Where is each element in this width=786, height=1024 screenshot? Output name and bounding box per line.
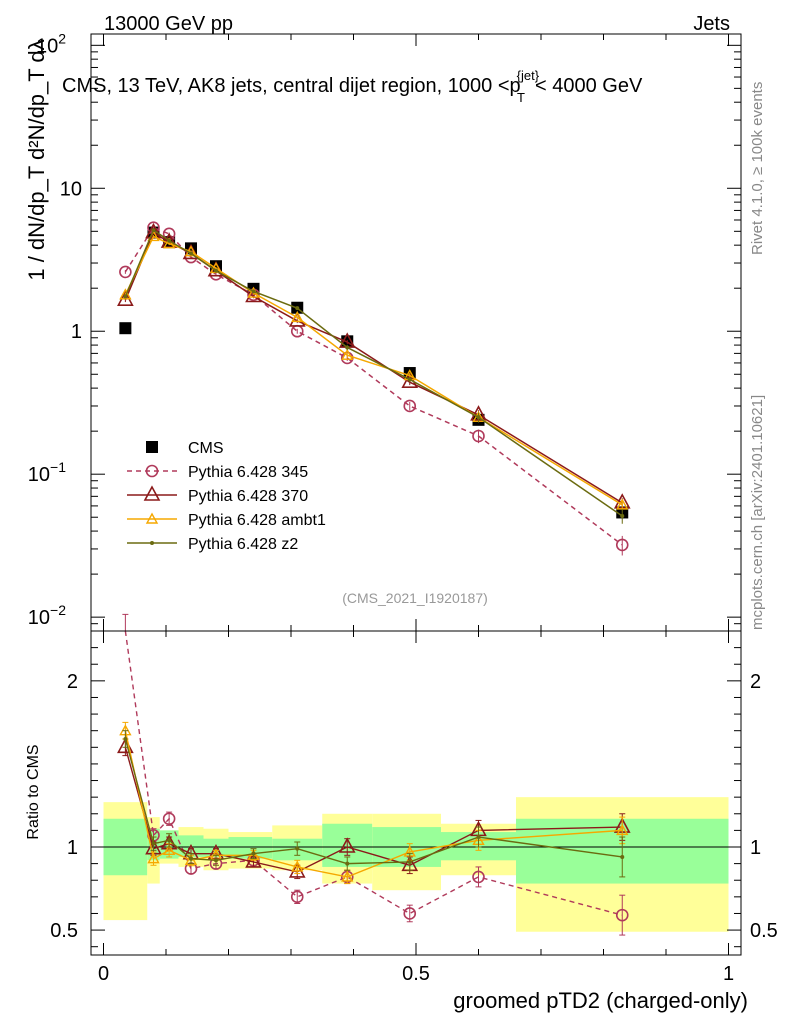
series-4-point: [345, 345, 350, 350]
analysis-id-label: (CMS_2021_I1920187): [342, 590, 488, 606]
series-4-point: [123, 294, 128, 299]
series-3-point: [291, 310, 304, 323]
legend-label-1: Pythia 6.428 345: [188, 464, 308, 481]
ratio-series-4-point: [151, 841, 156, 846]
chart-title: CMS, 13 TeV, AK8 jets, central dijet reg…: [62, 68, 643, 105]
ratio-series-4-point: [295, 846, 300, 851]
y-tick-label-main: 10−1: [28, 459, 66, 486]
ratio-series-3-point: [162, 843, 176, 856]
series-4-point: [151, 228, 156, 233]
legend-marker-2: [143, 485, 161, 501]
ratio-series-3-point: [291, 860, 304, 872]
ratio-series-2-point: [338, 837, 356, 853]
series-4-point: [476, 415, 481, 420]
legend-label-0: CMS: [188, 440, 224, 457]
ratio-series-4-point: [123, 737, 128, 741]
ratio-band-green: [203, 838, 229, 857]
mcplots-label: mcplots.cern.ch [arXiv:2401.10621]: [749, 395, 766, 630]
ratio-series-1-point: [472, 870, 485, 884]
rivet-version-label: Rivet 4.1.0, ≥ 100k events: [749, 82, 766, 255]
legend-label-2: Pythia 6.428 370: [188, 488, 308, 505]
series-4-point: [214, 268, 218, 273]
ratio-series-4-point: [476, 835, 481, 840]
ratio-series-1-point: [615, 908, 629, 922]
y-tick-label-ratio-right: 0.5: [750, 920, 778, 942]
ratio-series-3-point: [247, 848, 260, 861]
ratio-series-2-point: [245, 852, 262, 868]
legend-marker-4: [150, 541, 154, 545]
y-tick-label-main: 10: [60, 178, 82, 200]
series-0-point: [119, 322, 132, 335]
ratio-plot-area: [91, 613, 741, 936]
ratio-series-4-point: [214, 858, 218, 863]
series-4-point: [407, 377, 412, 382]
y-axis-label-ratio: Ratio to CMS: [25, 744, 42, 839]
ratio-series-4-point: [189, 856, 193, 861]
ratio-series-4-point: [167, 838, 172, 843]
series-4-point: [295, 306, 300, 311]
y-tick-label-main: 102: [36, 30, 66, 57]
legend-marker-3: [145, 512, 159, 524]
series-3-point: [616, 498, 629, 510]
x-tick-label: 0: [98, 963, 109, 985]
series-1-point: [472, 429, 485, 443]
series-1-point: [119, 265, 132, 279]
y-tick-label-ratio-right: 2: [750, 671, 761, 693]
series-3-point: [162, 237, 176, 249]
header-left: 13000 GeV pp: [104, 13, 233, 35]
y-tick-label-main: 10−2: [28, 602, 66, 629]
series-3-point: [341, 348, 354, 360]
x-tick-label: 1: [723, 963, 734, 985]
legend-marker-1: [145, 464, 159, 478]
ratio-series-1-point: [403, 907, 417, 920]
ratio-series-4-point: [620, 854, 625, 859]
series-2-line: [124, 231, 623, 504]
ratio-series-3-point: [616, 823, 629, 836]
series-4-point: [167, 238, 172, 243]
series-1-point: [340, 351, 354, 365]
ratio-series-3-point: [341, 870, 354, 882]
y-tick-label-ratio: 0.5: [50, 920, 78, 942]
legend-label-4: Pythia 6.428 z2: [188, 536, 298, 553]
ratio-series-4-point: [407, 859, 412, 864]
y-tick-label-main: 1: [71, 321, 82, 343]
y-tick-label-ratio-right: 1: [750, 837, 761, 859]
ratio-series-4-point: [345, 861, 350, 866]
x-tick-label: 0.5: [402, 963, 430, 985]
y-axis-label-main: 1 / dN/dp_T d²N/dp_T dλ: [24, 39, 49, 280]
ratio-series-3-point: [147, 852, 160, 864]
series-3-point: [119, 288, 132, 300]
series-1-point: [615, 538, 629, 552]
series-4-point: [189, 251, 193, 256]
legend: CMS Pythia 6.428 345 Pythia 6.428 370 Pythi…: [127, 440, 326, 553]
x-axis-label: groomed pTD2 (charged-only): [453, 988, 748, 1013]
series-4-point: [251, 289, 256, 294]
header-right: Jets: [693, 13, 730, 35]
series-1-point: [403, 399, 417, 413]
main-plot-area: [117, 221, 631, 556]
legend-label-3: Pythia 6.428 ambt1: [188, 512, 326, 529]
y-tick-label-ratio: 1: [67, 837, 78, 859]
ratio-series-1-point: [290, 890, 304, 904]
ratio-series-1-point: [162, 812, 176, 826]
svg-text:1 / dN/dp_T d²N/dp_T dλ: 1 / dN/dp_T d²N/dp_T dλ: [24, 39, 49, 280]
series-4-point: [620, 513, 625, 518]
ratio-series-4-point: [251, 851, 256, 856]
ratio-series-3-point: [184, 853, 198, 865]
legend-marker-0: [146, 441, 158, 453]
y-tick-label-ratio: 2: [67, 671, 78, 693]
